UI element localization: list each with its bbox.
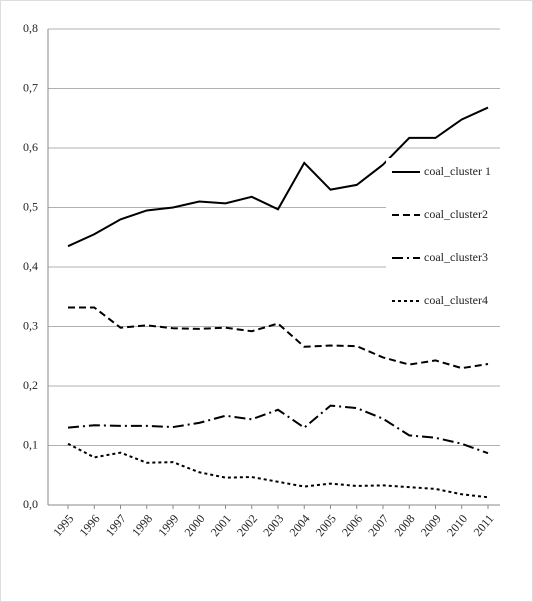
- y-tick-label: 0,7: [23, 80, 38, 94]
- y-tick-label: 0,5: [23, 199, 38, 213]
- y-tick-label: 0,3: [23, 318, 38, 332]
- y-tick-label: 0,4: [23, 259, 38, 273]
- y-tick-label: 0,8: [23, 21, 38, 35]
- data-line: [67, 442, 489, 499]
- legend-label: coal_cluster3: [424, 250, 488, 264]
- y-tick-label: 0,6: [23, 140, 38, 154]
- legend-box: [386, 158, 514, 315]
- y-tick-label: 0,1: [23, 437, 38, 451]
- data-line: [67, 404, 489, 455]
- y-tick-label: 0,0: [23, 497, 38, 511]
- legend-label: coal_cluster2: [424, 207, 488, 221]
- y-tick-label: 0,2: [23, 378, 38, 392]
- data-line: [67, 106, 489, 248]
- legend-label: coal_cluster4: [424, 293, 488, 307]
- legend-label: coal_cluster 1: [424, 164, 491, 178]
